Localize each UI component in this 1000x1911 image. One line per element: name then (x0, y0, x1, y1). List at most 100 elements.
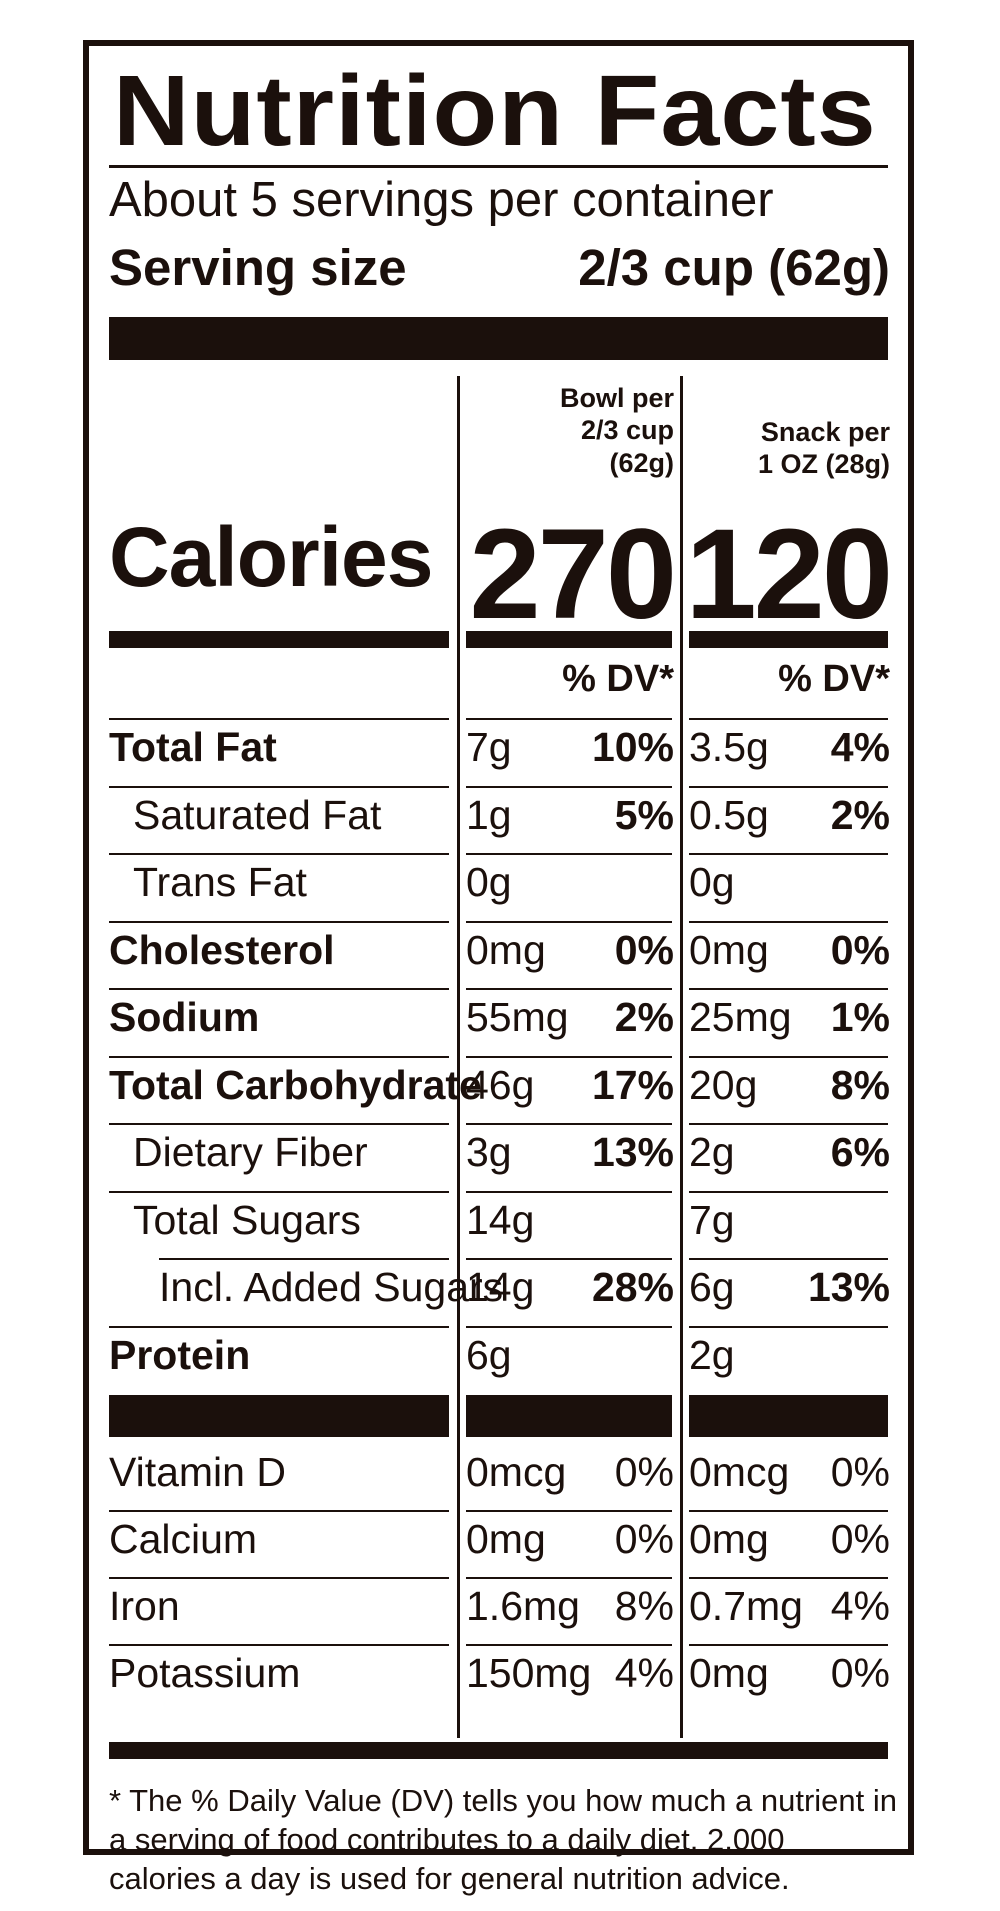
nutrient-name: Protein (109, 1331, 251, 1378)
row-divider (466, 1258, 672, 1260)
nutrient-name: Vitamin D (109, 1449, 286, 1495)
snack-dv: 0% (830, 1449, 890, 1495)
row-divider (159, 1258, 449, 1260)
snack-amount: 3.5g (689, 724, 769, 770)
nutrient-name: Total Carbohydrate (109, 1061, 482, 1108)
snack-dv: 0% (830, 1516, 890, 1562)
bowl-amount: 1g (466, 791, 512, 838)
row-divider (689, 920, 888, 923)
snack-dv: 4% (830, 724, 890, 770)
snack-amount: 2g (689, 1129, 735, 1175)
snack-amount: 0mg (689, 926, 769, 973)
calories-bowl: 270 (469, 503, 677, 646)
row-divider (466, 1190, 672, 1193)
row-divider (109, 1644, 449, 1646)
nutrient-name: Trans Fat (133, 859, 307, 905)
row-divider (466, 988, 672, 990)
nutrient-name: Total Sugars (133, 1196, 361, 1243)
snack-dv: 1% (830, 994, 890, 1040)
column-separator (680, 376, 683, 1738)
bowl-dv: 8% (614, 1583, 674, 1629)
bowl-dv: 2% (614, 994, 674, 1040)
bowl-amount: 14g (466, 1196, 535, 1243)
row-divider (689, 853, 888, 855)
row-divider (109, 920, 449, 923)
row-divider (466, 1577, 672, 1579)
row-divider (689, 1644, 888, 1646)
row-divider (109, 718, 449, 720)
row-divider (109, 1055, 449, 1058)
column-header-bowl: Bowl per 2/3 cup (62g) (559, 383, 674, 478)
bowl-dv: 28% (591, 1264, 674, 1310)
dv-header-snack: % DV* (778, 658, 890, 700)
row-divider (109, 988, 449, 990)
row-divider (689, 1190, 888, 1193)
row-divider (466, 920, 672, 923)
calories-snack: 120 (685, 503, 893, 646)
bowl-dv: 13% (591, 1129, 674, 1175)
bowl-amount: 46g (466, 1061, 535, 1108)
row-divider (109, 853, 449, 855)
snack-dv: 8% (830, 1061, 890, 1108)
row-divider (466, 1123, 672, 1125)
snack-dv: 0% (830, 1650, 890, 1696)
row-divider (689, 988, 888, 990)
row-divider (109, 1510, 449, 1512)
nutrient-name: Total Fat (109, 724, 277, 770)
footnote: * The % Daily Value (DV) tells you how m… (109, 1783, 897, 1896)
bowl-dv: 10% (591, 724, 674, 770)
bowl-amount: 6g (466, 1331, 512, 1378)
bowl-amount: 3g (466, 1129, 512, 1175)
nutrition-facts-label: Nutrition Facts About 5 servings per con… (83, 40, 914, 1896)
divider (109, 165, 888, 168)
thick-divider (109, 317, 888, 360)
row-divider (466, 1055, 672, 1058)
row-divider (689, 1258, 888, 1260)
thick-divider (109, 631, 449, 648)
snack-amount: 0mg (689, 1650, 769, 1696)
row-divider (109, 1325, 449, 1328)
nutrient-name: Potassium (109, 1650, 301, 1696)
snack-amount: 0g (689, 859, 735, 905)
servings-per-container: About 5 servings per container (109, 173, 774, 227)
bowl-dv: 0% (614, 1449, 674, 1495)
row-divider (689, 718, 888, 720)
row-divider (466, 1395, 672, 1437)
snack-amount: 0mcg (689, 1449, 790, 1495)
row-divider (466, 1510, 672, 1512)
thick-divider (466, 631, 672, 648)
bowl-dv: 17% (591, 1061, 674, 1108)
row-divider (109, 1190, 449, 1193)
snack-amount: 20g (689, 1061, 758, 1108)
bowl-amount: 0g (466, 859, 512, 905)
column-separator (457, 376, 460, 1738)
snack-amount: 0mg (689, 1516, 769, 1562)
snack-amount: 0.7mg (689, 1583, 803, 1629)
bowl-dv: 0% (614, 926, 674, 973)
row-divider (109, 1123, 449, 1125)
snack-dv: 0% (830, 926, 890, 973)
row-divider (689, 1123, 888, 1125)
snack-amount: 2g (689, 1331, 735, 1378)
thick-divider (689, 631, 888, 648)
row-divider (109, 785, 449, 788)
bowl-dv: 0% (614, 1516, 674, 1562)
bowl-amount: 0mg (466, 1516, 546, 1562)
row-divider (466, 718, 672, 720)
bowl-amount: 7g (466, 724, 512, 770)
snack-dv: 13% (807, 1264, 890, 1310)
nutrient-name: Iron (109, 1583, 180, 1629)
nutrient-name: Cholesterol (109, 926, 335, 973)
snack-amount: 6g (689, 1264, 735, 1310)
snack-amount: 0.5g (689, 791, 769, 838)
serving-size-label: Serving size (109, 239, 407, 296)
nutrient-name: Sodium (109, 994, 260, 1040)
nutrient-name: Dietary Fiber (133, 1129, 368, 1175)
row-divider (466, 785, 672, 788)
snack-dv: 2% (830, 791, 890, 838)
row-divider (689, 1055, 888, 1058)
bowl-amount: 14g (466, 1264, 535, 1310)
nutrient-name: Saturated Fat (133, 791, 382, 838)
snack-dv: 6% (830, 1129, 890, 1175)
dv-header-bowl: % DV* (562, 658, 674, 700)
